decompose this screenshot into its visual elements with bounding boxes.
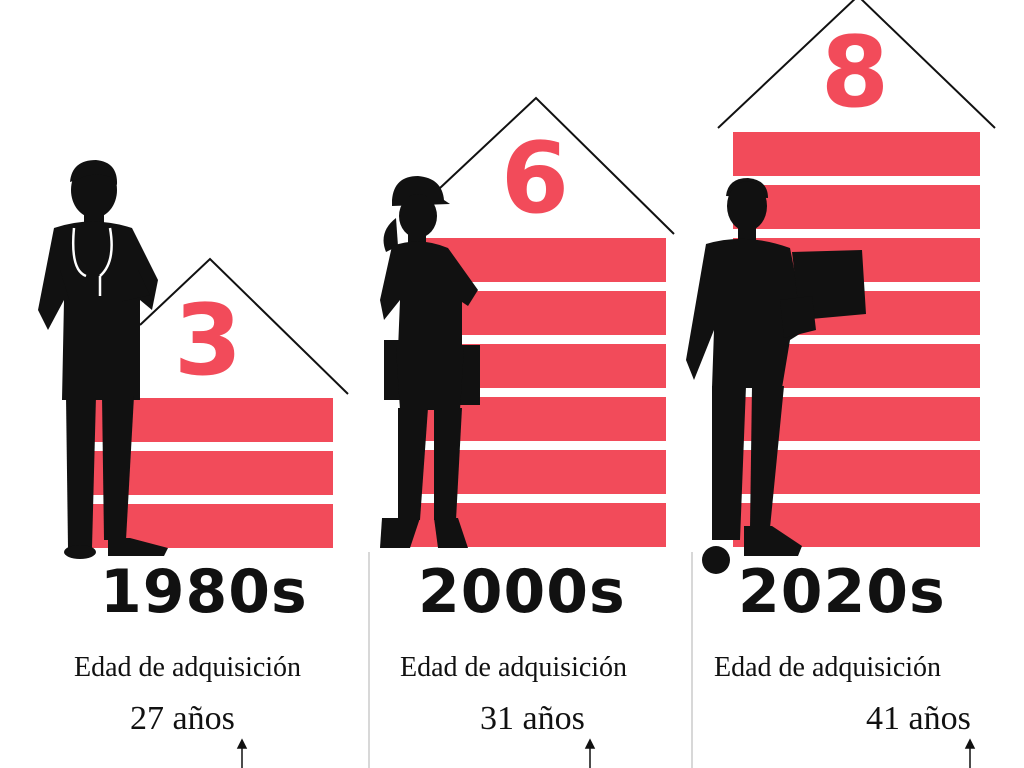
acquisition-age-label: Edad de adquisición [74,652,302,683]
decade-label-2020s: 2020s [738,557,946,627]
house-count: 3 [174,284,242,398]
construction-worker-silhouette-icon [380,176,480,548]
house-1980s: 3 [90,257,349,548]
stethoscope-icon [72,227,113,296]
acquisition-age-label: Edad de adquisición [400,652,628,683]
businessman-laptop-silhouette-icon [686,178,866,574]
acquisition-age-label: Edad de adquisición [714,652,942,683]
house-bar [733,132,980,176]
house-bar [733,185,980,229]
acquisition-age-value: 41 años [866,700,971,737]
house-count: 8 [821,16,889,130]
roof-line [139,257,349,395]
doctor-silhouette-icon [38,160,168,559]
roof-line [439,96,675,235]
acquisition-age-value: 27 años [130,700,235,737]
acquisition-age-value: 31 años [480,700,585,737]
decade-label-2000s: 2000s [418,557,626,627]
roof-line [717,0,996,129]
decade-label-1980s: 1980s [100,557,308,627]
house-count: 6 [501,122,569,236]
